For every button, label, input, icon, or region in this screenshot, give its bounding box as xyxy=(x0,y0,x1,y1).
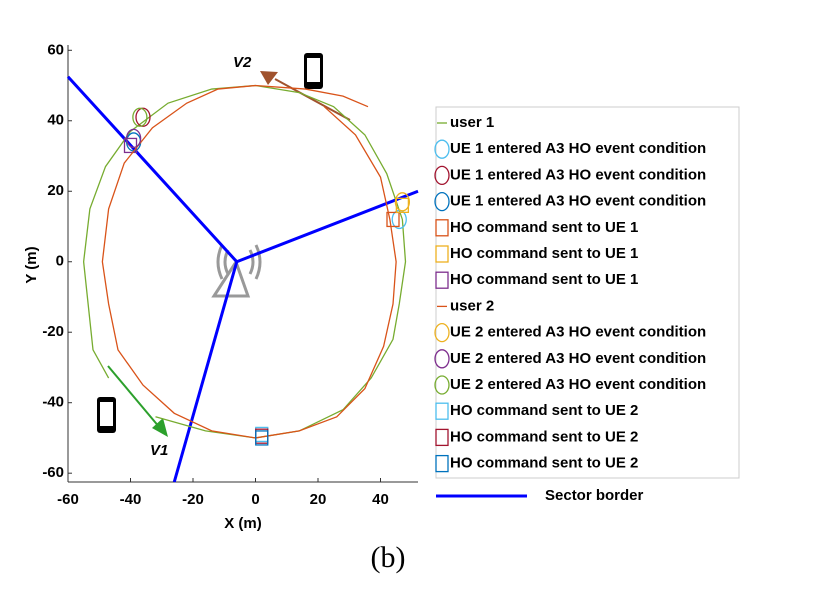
legend-swatch xyxy=(435,245,449,263)
y-tick-label: 20 xyxy=(47,182,64,199)
legend-label: UE 1 entered A3 HO event condition xyxy=(450,140,706,157)
phone-icon xyxy=(97,53,323,433)
legend-label: Sector border xyxy=(545,487,644,504)
annotation: V2 xyxy=(233,54,252,71)
a3-event-marker xyxy=(135,107,151,127)
x-tick-label: 20 xyxy=(310,491,327,508)
x-tick-label: 0 xyxy=(251,491,259,508)
legend-swatch xyxy=(434,191,450,212)
ho-command-marker xyxy=(386,211,400,228)
legend-swatch xyxy=(434,139,450,159)
annotation: V1 xyxy=(150,442,168,459)
legend-swatch xyxy=(434,165,450,186)
arrow-v2 xyxy=(274,78,351,121)
a3-event-marker xyxy=(125,128,142,149)
legend-label: HO command sent to UE 2 xyxy=(450,428,638,445)
legend-label: UE 2 entered A3 HO event condition xyxy=(450,350,706,367)
legend-label: UE 1 entered A3 HO event condition xyxy=(450,166,706,183)
legend-label: user 2 xyxy=(450,297,494,314)
legend-label: UE 1 entered A3 HO event condition xyxy=(450,193,706,210)
tower-icon xyxy=(211,244,262,298)
legend-label: HO command sent to UE 1 xyxy=(450,245,638,262)
legend-swatch xyxy=(434,322,450,343)
ho-command-marker xyxy=(123,137,138,154)
y-tick-label: 0 xyxy=(56,253,64,270)
legend-swatch xyxy=(435,271,449,289)
ho-command-marker xyxy=(255,430,269,446)
y-tick-label: 40 xyxy=(47,112,64,129)
y-tick-label: -20 xyxy=(42,323,64,340)
legend-swatch xyxy=(435,428,449,447)
arrow-v1 xyxy=(107,365,161,429)
legend-swatch xyxy=(435,219,449,237)
x-tick-label: -60 xyxy=(57,491,79,508)
y-tick-label: -40 xyxy=(42,394,64,411)
legend-swatch xyxy=(434,349,450,369)
x-tick-label: 40 xyxy=(372,491,389,508)
caption: (b) xyxy=(371,541,406,574)
arrow-v1-head xyxy=(152,418,168,437)
x-tick-label: -40 xyxy=(120,491,142,508)
legend-swatch xyxy=(435,402,449,420)
trajectory xyxy=(101,84,397,439)
trajectory xyxy=(82,84,407,439)
x-axis-label: X (m) xyxy=(224,515,262,532)
legend-label: HO command sent to UE 2 xyxy=(450,455,638,472)
y-tick-label: -60 xyxy=(42,464,64,481)
legend-label: UE 2 entered A3 HO event condition xyxy=(450,324,706,341)
legend-label: HO command sent to UE 1 xyxy=(450,219,638,236)
y-axis-label: Y (m) xyxy=(23,246,40,283)
arrow-v2-head xyxy=(260,71,278,85)
legend-label: HO command sent to UE 1 xyxy=(450,271,638,288)
legend-swatch xyxy=(434,375,450,395)
legend-swatch xyxy=(435,454,449,473)
legend-label: user 1 xyxy=(450,114,494,131)
legend-label: HO command sent to UE 2 xyxy=(450,402,638,419)
a3-event-marker xyxy=(132,107,148,127)
a3-event-marker xyxy=(394,192,411,212)
x-tick-label: -20 xyxy=(182,491,204,508)
legend-label: UE 2 entered A3 HO event condition xyxy=(450,376,706,393)
legend-box xyxy=(435,106,740,479)
y-tick-label: 60 xyxy=(47,41,64,58)
